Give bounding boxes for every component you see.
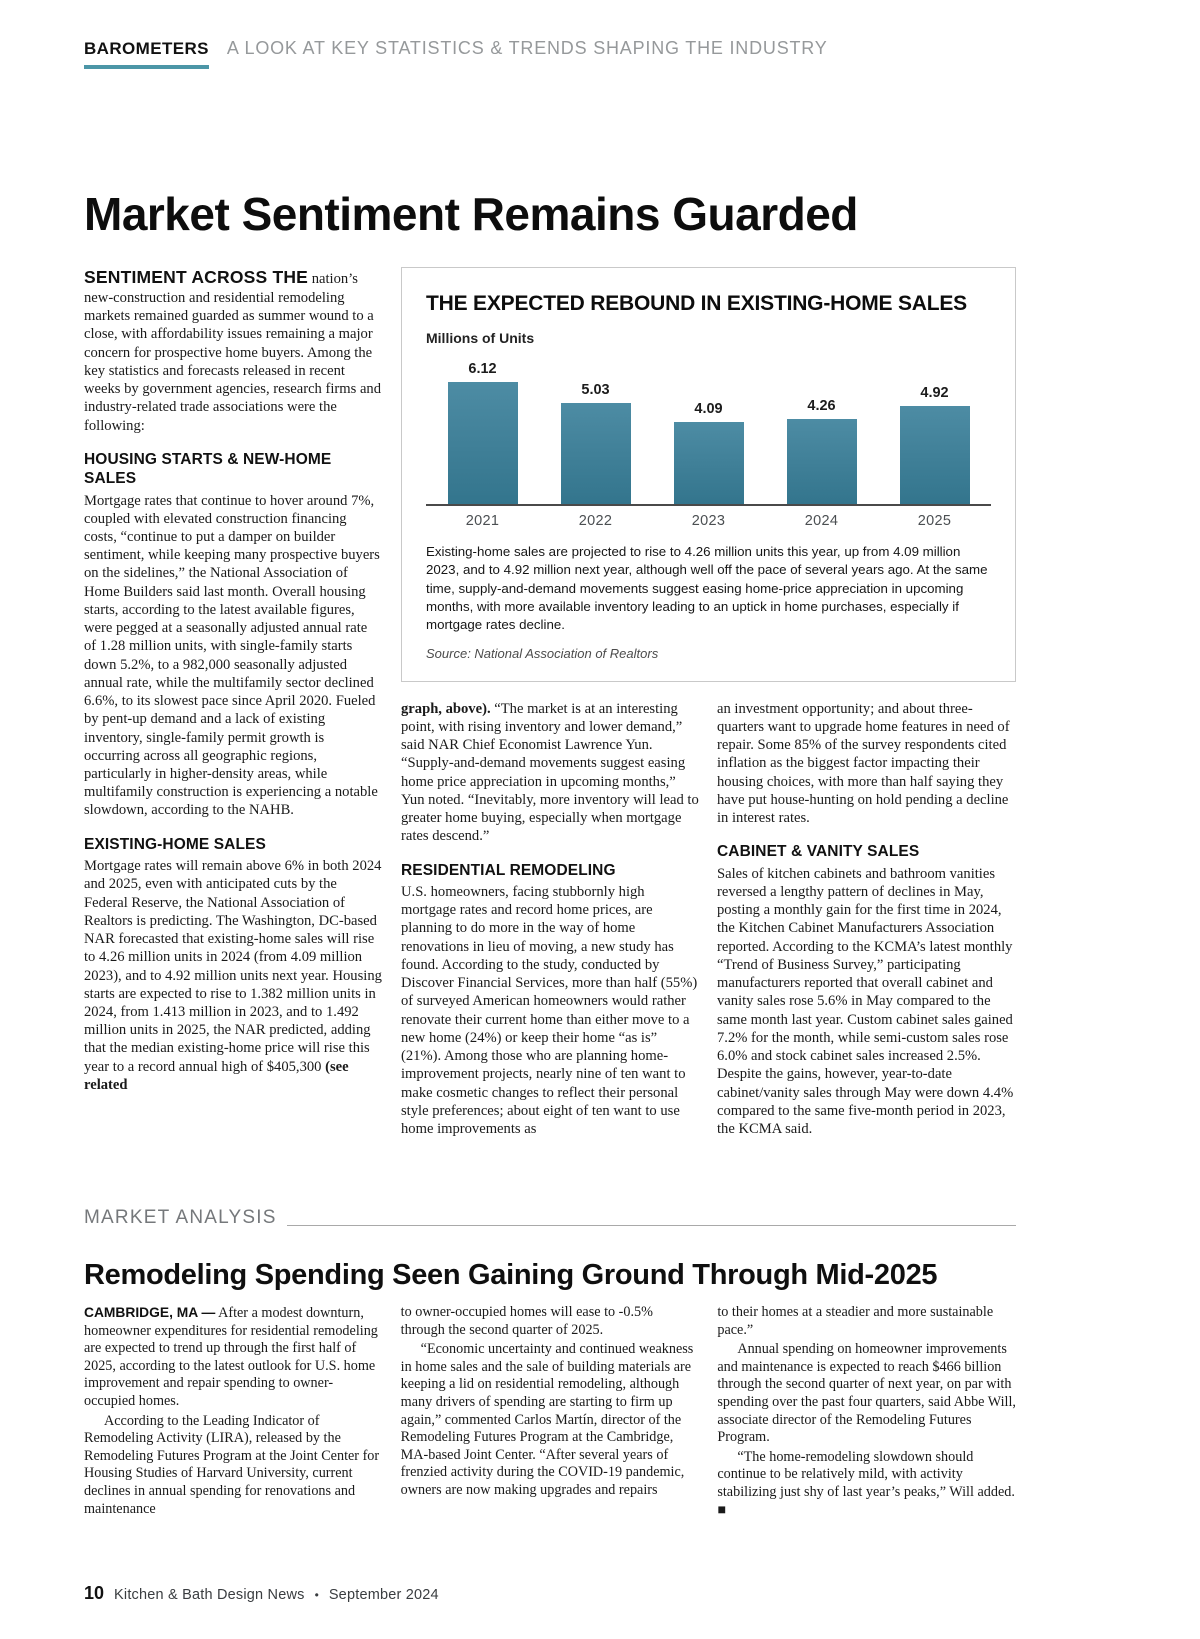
- section-tagline: A LOOK AT KEY STATISTICS & TRENDS SHAPIN…: [226, 38, 828, 58]
- continued-text: “The market is at an interesting point, …: [401, 700, 699, 845]
- closing-paragraph: “The home-remodeling slowdown should con…: [717, 1448, 1015, 1518]
- section-heading-housing-starts: HOUSING STARTS & NEW-HOME SALES: [84, 450, 332, 488]
- bar-value-label: 4.92: [920, 385, 949, 401]
- section-paragraph: Mortgage rates that continue to hover ar…: [84, 492, 380, 819]
- article-column-2: graph, above). “The market is at an inte…: [401, 700, 700, 1141]
- bar-group-2023: 4.09: [652, 401, 765, 504]
- bar-groups: 6.12 5.03 4.09 4.26 4.92: [426, 352, 991, 504]
- section-heading-residential-remodeling: RESIDENTIAL REMODELING: [401, 861, 616, 879]
- intro-text: nation’s new-construction and residentia…: [84, 271, 382, 434]
- cross-reference-bold: graph, above).: [401, 700, 491, 717]
- section-paragraph: Sales of kitchen cabinets and bathroom v…: [717, 865, 1014, 1138]
- masthead: BAROMETERS A LOOK AT KEY STATISTICS & TR…: [84, 38, 1016, 69]
- paragraph: According to the Leading Indicator of Re…: [84, 1412, 380, 1517]
- section-paragraph: U.S. homeowners, facing stubbornly high …: [401, 883, 698, 1138]
- market-analysis-column-2: to owner-occupied homes will ease to -0.…: [401, 1304, 700, 1521]
- chart-figure: THE EXPECTED REBOUND IN EXISTING-HOME SA…: [401, 267, 1016, 682]
- x-axis-line: [426, 504, 991, 506]
- bar: [673, 422, 744, 504]
- chart-source: Source: National Association of Realtors: [426, 645, 659, 661]
- footer-separator: •: [314, 1588, 319, 1602]
- section-text: Mortgage rates will remain above 6% in b…: [84, 858, 382, 1075]
- section-paragraph: Mortgage rates will remain above 6% in b…: [84, 857, 383, 1094]
- paragraph: to their homes at a steadier and more su…: [717, 1304, 994, 1338]
- market-analysis-section: MARKET ANALYSIS Remodeling Spending Seen…: [84, 1207, 1016, 1521]
- market-analysis-columns: CAMBRIDGE, MA — After a modest downturn,…: [84, 1304, 1016, 1521]
- bar-value-label: 4.26: [807, 398, 836, 414]
- bar-value-label: 5.03: [581, 382, 610, 398]
- lower-columns: graph, above). “The market is at an inte…: [401, 700, 1016, 1141]
- bar-group-2025: 4.92: [878, 385, 991, 504]
- chart-title: THE EXPECTED REBOUND IN EXISTING-HOME SA…: [426, 292, 967, 315]
- paragraph: Annual spending on homeowner improvement…: [717, 1341, 1016, 1446]
- section-heading-existing-home-sales: EXISTING-HOME SALES: [84, 835, 266, 853]
- publication-name: Kitchen & Bath Design News: [114, 1587, 305, 1603]
- bar: [786, 419, 857, 504]
- article-column-3: an investment opportunity; and about thr…: [717, 700, 1016, 1141]
- continued-paragraph: graph, above). “The market is at an inte…: [401, 700, 700, 846]
- market-analysis-column-3: to their homes at a steadier and more su…: [717, 1304, 1016, 1521]
- article-column-1: SENTIMENT ACROSS THE nation’s new-constr…: [84, 267, 383, 1096]
- page-number: 10: [84, 1583, 105, 1603]
- market-analysis-label-row: MARKET ANALYSIS: [84, 1207, 1016, 1229]
- section-kicker: BAROMETERS: [84, 39, 209, 69]
- paragraph: “Economic uncertainty and continued weak…: [400, 1341, 694, 1499]
- bar: [899, 406, 970, 504]
- article-body: SENTIMENT ACROSS THE nation’s new-constr…: [84, 267, 1016, 1179]
- market-analysis-column-1: CAMBRIDGE, MA — After a modest downturn,…: [84, 1304, 383, 1521]
- chart-y-axis-label: Millions of Units: [426, 330, 535, 346]
- market-analysis-label: MARKET ANALYSIS: [84, 1207, 277, 1228]
- article-right-area: THE EXPECTED REBOUND IN EXISTING-HOME SA…: [401, 267, 1016, 1140]
- x-tick-label: 2021: [465, 513, 500, 529]
- bar-chart: 6.12 5.03 4.09 4.26 4.92 2021 2022 2023 2024 202…: [426, 352, 991, 529]
- x-axis-labels: 2021 2022 2023 2024 2025: [426, 513, 991, 529]
- bar-value-label: 6.12: [468, 361, 497, 377]
- x-tick-label: 2025: [917, 513, 952, 529]
- bar-group-2024: 4.26: [765, 398, 878, 504]
- cross-reference-bold: (see related: [84, 1058, 349, 1093]
- dateline: CAMBRIDGE, MA —: [84, 1305, 216, 1320]
- paragraph: to owner-occupied homes will ease to -0.…: [400, 1304, 653, 1338]
- bar: [560, 403, 631, 504]
- section-heading-cabinet-vanity-sales: CABINET & VANITY SALES: [717, 843, 920, 861]
- market-analysis-heading: Remodeling Spending Seen Gaining Ground …: [84, 1259, 938, 1291]
- issue-date: September 2024: [328, 1587, 439, 1603]
- article-title: Market Sentiment Remains Guarded: [84, 188, 858, 240]
- paragraph-text: After a modest downturn, homeowner expen…: [84, 1305, 378, 1410]
- bar-group-2021: 6.12: [426, 361, 539, 504]
- bar-value-label: 4.09: [694, 401, 723, 417]
- dateline-paragraph: CAMBRIDGE, MA — After a modest downturn,…: [84, 1304, 383, 1411]
- x-tick-label: 2023: [691, 513, 726, 529]
- horizontal-rule: [286, 1224, 1016, 1226]
- bar-group-2022: 5.03: [539, 382, 652, 504]
- x-tick-label: 2024: [804, 513, 839, 529]
- x-tick-label: 2022: [578, 513, 613, 529]
- intro-paragraph: SENTIMENT ACROSS THE nation’s new-constr…: [84, 267, 383, 435]
- continued-paragraph: an investment opportunity; and about thr…: [717, 700, 1010, 827]
- bar: [447, 382, 518, 504]
- chart-caption: Existing-home sales are projected to ris…: [426, 544, 988, 633]
- magazine-page: BAROMETERS A LOOK AT KEY STATISTICS & TR…: [84, 38, 1016, 1521]
- intro-lead-in: SENTIMENT ACROSS THE: [84, 267, 309, 287]
- page-footer: 10 Kitchen & Bath Design News • Septembe…: [84, 1583, 439, 1604]
